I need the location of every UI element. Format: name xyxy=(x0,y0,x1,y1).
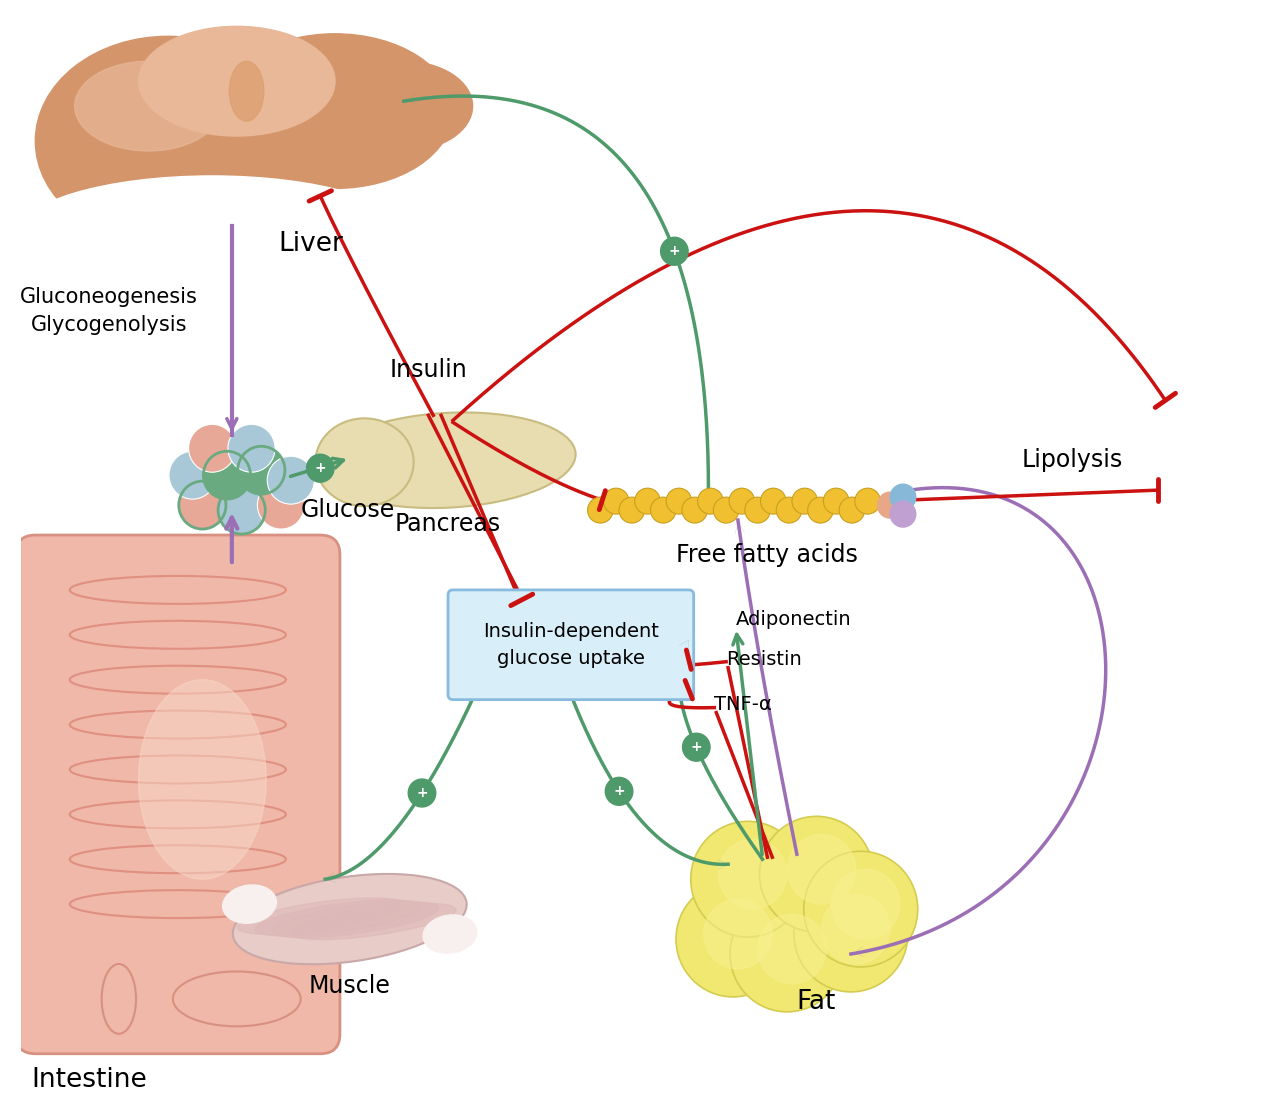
Text: Intestine: Intestine xyxy=(32,1067,147,1092)
Circle shape xyxy=(823,488,849,515)
Ellipse shape xyxy=(505,430,548,490)
Circle shape xyxy=(698,488,723,515)
Text: Lipolysis: Lipolysis xyxy=(1022,448,1123,472)
Circle shape xyxy=(890,485,915,510)
Circle shape xyxy=(877,492,903,518)
Circle shape xyxy=(408,779,436,807)
Circle shape xyxy=(794,876,908,991)
Circle shape xyxy=(676,882,790,997)
FancyBboxPatch shape xyxy=(448,590,694,700)
Circle shape xyxy=(704,899,772,969)
Circle shape xyxy=(634,488,661,515)
Circle shape xyxy=(808,497,833,523)
Text: Pancreas: Pancreas xyxy=(395,512,501,536)
Ellipse shape xyxy=(315,418,414,506)
FancyBboxPatch shape xyxy=(15,535,341,1054)
Text: TNF-α: TNF-α xyxy=(714,695,772,714)
Circle shape xyxy=(228,425,275,472)
Circle shape xyxy=(839,497,865,523)
Ellipse shape xyxy=(256,899,420,936)
Circle shape xyxy=(218,486,266,535)
Ellipse shape xyxy=(320,413,576,508)
Circle shape xyxy=(204,451,251,499)
Circle shape xyxy=(651,497,676,523)
Circle shape xyxy=(713,497,739,523)
Circle shape xyxy=(822,894,890,964)
Circle shape xyxy=(238,446,285,495)
Text: +: + xyxy=(690,740,703,754)
Ellipse shape xyxy=(385,425,432,486)
Circle shape xyxy=(257,481,305,529)
Text: Free fatty acids: Free fatty acids xyxy=(676,543,858,567)
Circle shape xyxy=(757,914,827,984)
Circle shape xyxy=(179,481,225,529)
Text: +: + xyxy=(668,244,680,258)
Circle shape xyxy=(804,852,918,967)
Ellipse shape xyxy=(35,37,300,246)
Text: +: + xyxy=(314,461,327,476)
Circle shape xyxy=(832,869,900,939)
Circle shape xyxy=(890,501,915,527)
Ellipse shape xyxy=(216,33,453,189)
Ellipse shape xyxy=(291,904,456,939)
Text: Fat: Fat xyxy=(796,989,837,1015)
Ellipse shape xyxy=(233,874,467,964)
Text: +: + xyxy=(417,786,428,800)
Text: Glucose: Glucose xyxy=(300,498,395,522)
Text: Adiponectin: Adiponectin xyxy=(736,610,852,629)
Circle shape xyxy=(691,822,805,937)
Ellipse shape xyxy=(15,176,409,296)
Ellipse shape xyxy=(75,61,222,151)
Circle shape xyxy=(189,425,235,472)
Circle shape xyxy=(661,237,689,265)
Ellipse shape xyxy=(223,885,276,924)
Circle shape xyxy=(760,816,874,932)
Text: Muscle: Muscle xyxy=(309,974,391,998)
Ellipse shape xyxy=(423,426,472,490)
Circle shape xyxy=(605,777,633,805)
Circle shape xyxy=(604,488,629,515)
Circle shape xyxy=(682,733,710,761)
Text: Resistin: Resistin xyxy=(727,650,801,669)
Ellipse shape xyxy=(173,971,300,1026)
Circle shape xyxy=(267,456,314,505)
Ellipse shape xyxy=(138,680,266,879)
Circle shape xyxy=(787,834,856,904)
Circle shape xyxy=(744,497,770,523)
Text: Gluconeogenesis
Glycogenolysis: Gluconeogenesis Glycogenolysis xyxy=(20,286,197,335)
Ellipse shape xyxy=(101,964,135,1034)
Ellipse shape xyxy=(463,425,511,486)
Circle shape xyxy=(306,455,334,482)
Ellipse shape xyxy=(229,61,263,121)
Circle shape xyxy=(730,896,844,1011)
Ellipse shape xyxy=(138,27,335,136)
Circle shape xyxy=(682,497,708,523)
Circle shape xyxy=(718,840,787,909)
Text: Insulin: Insulin xyxy=(390,358,467,383)
Circle shape xyxy=(619,497,644,523)
Circle shape xyxy=(855,488,880,515)
Ellipse shape xyxy=(238,898,403,934)
Circle shape xyxy=(587,497,613,523)
Circle shape xyxy=(761,488,786,515)
Circle shape xyxy=(776,497,801,523)
Text: +: + xyxy=(613,784,625,798)
Ellipse shape xyxy=(423,915,477,954)
Ellipse shape xyxy=(335,61,472,151)
Text: Liver: Liver xyxy=(279,231,343,257)
Ellipse shape xyxy=(344,425,394,490)
Ellipse shape xyxy=(273,902,438,938)
Circle shape xyxy=(793,488,818,515)
Circle shape xyxy=(729,488,755,515)
Text: Insulin-dependent
glucose uptake: Insulin-dependent glucose uptake xyxy=(482,622,658,668)
Circle shape xyxy=(666,488,691,515)
Circle shape xyxy=(168,451,216,499)
